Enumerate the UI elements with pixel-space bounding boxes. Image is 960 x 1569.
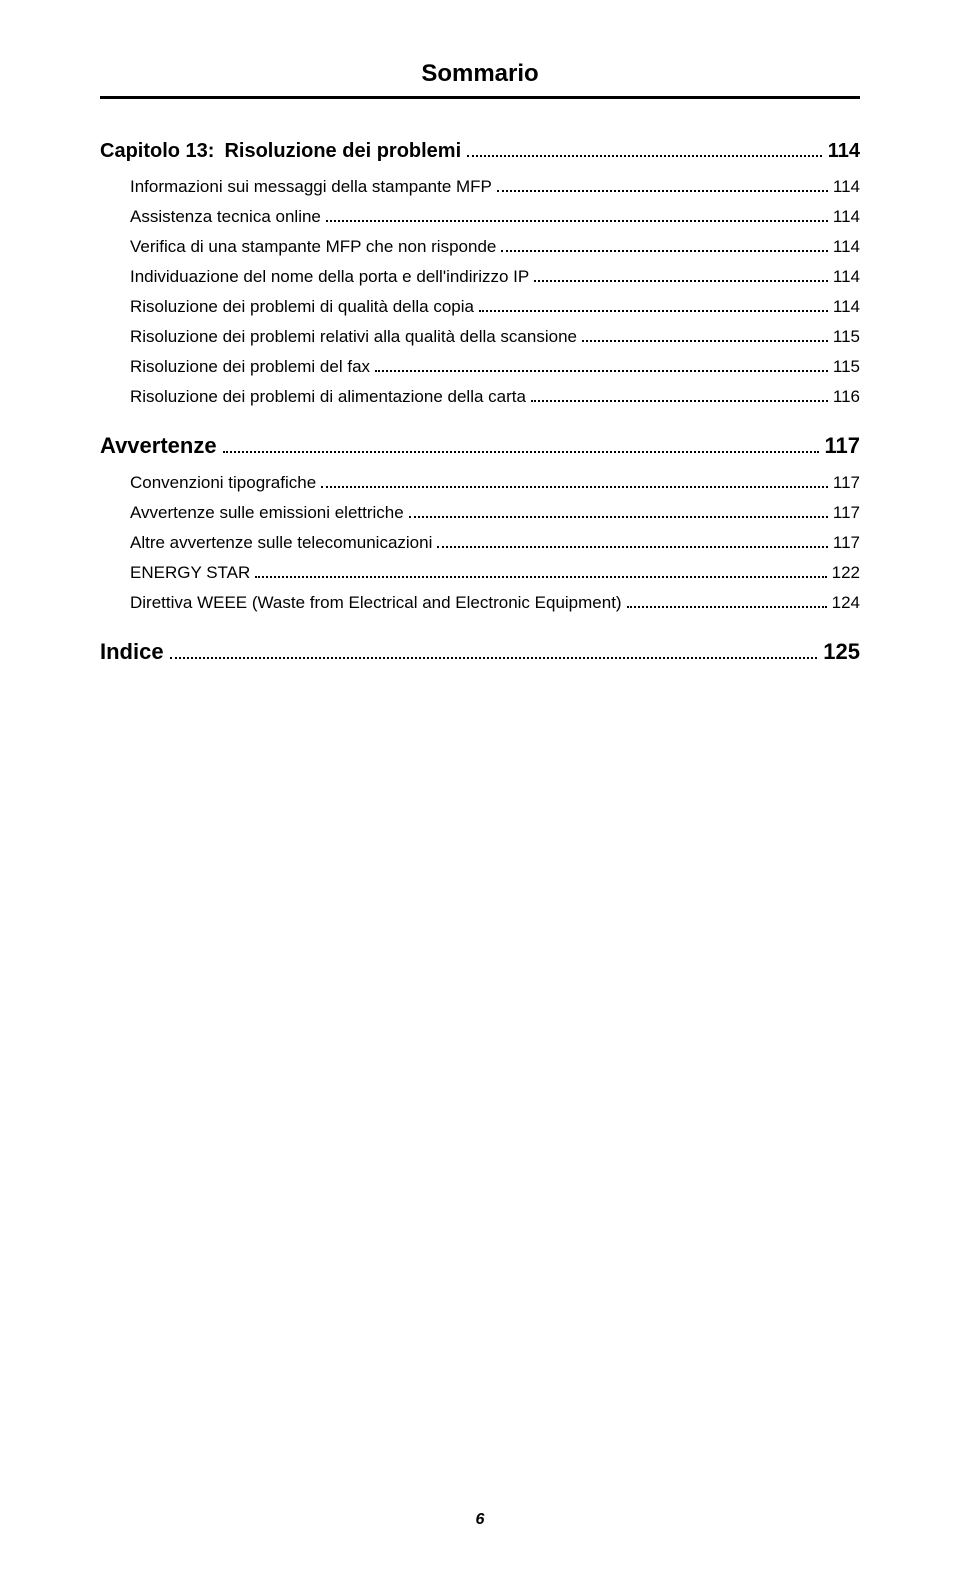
toc-sub-item: Avvertenze sulle emissioni elettriche 11…: [130, 503, 860, 523]
sub-title: Informazioni sui messaggi della stampant…: [130, 177, 492, 197]
leader-dots: [437, 534, 828, 548]
chapter-label: Capitolo 13:: [100, 140, 214, 163]
leader-dots: [170, 639, 818, 659]
sub-title: Individuazione del nome della porta e de…: [130, 267, 529, 287]
toc-sub-item: Risoluzione dei problemi di alimentazion…: [130, 387, 860, 407]
sub-title: Verifica di una stampante MFP che non ri…: [130, 237, 496, 257]
page-number: 6: [0, 1511, 960, 1529]
toc-sub-item: Direttiva WEEE (Waste from Electrical an…: [130, 593, 860, 613]
chapter-title: Risoluzione dei problemi: [224, 140, 461, 163]
sub-title: Risoluzione dei problemi del fax: [130, 357, 370, 377]
leader-dots: [321, 474, 828, 488]
sub-page: 114: [833, 207, 860, 227]
toc-sub-item: Convenzioni tipografiche 117: [130, 473, 860, 493]
toc-sub-item: Assistenza tecnica online 114: [130, 207, 860, 227]
toc-chapter-13: Capitolo 13: Risoluzione dei problemi 11…: [100, 139, 860, 163]
leader-dots: [375, 358, 828, 372]
sub-title: Risoluzione dei problemi di alimentazion…: [130, 387, 526, 407]
section-page: 117: [825, 433, 861, 459]
leader-dots: [497, 178, 828, 192]
sub-page: 116: [833, 387, 860, 407]
leader-dots: [531, 388, 828, 402]
toc-sub-item: Informazioni sui messaggi della stampant…: [130, 177, 860, 197]
toc-sub-item: Risoluzione dei problemi del fax 115: [130, 357, 860, 377]
leader-dots: [501, 238, 828, 252]
sub-title: Altre avvertenze sulle telecomunicazioni: [130, 533, 432, 553]
toc-sub-item: Individuazione del nome della porta e de…: [130, 267, 860, 287]
page-header: Sommario: [100, 60, 860, 88]
sub-page: 114: [833, 297, 860, 317]
sub-page: 117: [833, 503, 860, 523]
header-rule: [100, 96, 860, 99]
sub-page: 122: [832, 563, 860, 583]
leader-dots: [409, 504, 828, 518]
header-title: Sommario: [421, 60, 538, 88]
toc-sub-item: Verifica di una stampante MFP che non ri…: [130, 237, 860, 257]
sub-page: 114: [833, 237, 860, 257]
sub-title: Avvertenze sulle emissioni elettriche: [130, 503, 404, 523]
section-title: Indice: [100, 639, 164, 665]
leader-dots: [223, 433, 819, 453]
sub-page: 124: [832, 593, 860, 613]
sub-page: 117: [833, 473, 860, 493]
sub-page: 114: [833, 177, 860, 197]
sub-title: ENERGY STAR: [130, 563, 250, 583]
toc-section-avvertenze: Avvertenze 117: [100, 433, 860, 459]
section-title: Avvertenze: [100, 433, 217, 459]
toc-sub-item: Risoluzione dei problemi relativi alla q…: [130, 327, 860, 347]
sub-page: 115: [833, 357, 860, 377]
sub-page: 117: [833, 533, 860, 553]
leader-dots: [582, 328, 828, 342]
leader-dots: [534, 268, 828, 282]
sub-title: Risoluzione dei problemi relativi alla q…: [130, 327, 577, 347]
toc-section-indice: Indice 125: [100, 639, 860, 665]
section-page: 125: [823, 639, 860, 665]
sub-title: Direttiva WEEE (Waste from Electrical an…: [130, 593, 622, 613]
leader-dots: [255, 564, 826, 578]
sub-page: 115: [833, 327, 860, 347]
leader-dots: [627, 594, 827, 608]
sub-page: 114: [833, 267, 860, 287]
chapter-page: 114: [828, 140, 860, 163]
sub-title: Risoluzione dei problemi di qualità dell…: [130, 297, 474, 317]
sub-title: Assistenza tecnica online: [130, 207, 321, 227]
toc-sub-item: Altre avvertenze sulle telecomunicazioni…: [130, 533, 860, 553]
leader-dots: [479, 298, 828, 312]
leader-dots: [467, 139, 822, 157]
sub-title: Convenzioni tipografiche: [130, 473, 316, 493]
toc-sub-item: Risoluzione dei problemi di qualità dell…: [130, 297, 860, 317]
toc-sub-item: ENERGY STAR 122: [130, 563, 860, 583]
leader-dots: [326, 208, 828, 222]
